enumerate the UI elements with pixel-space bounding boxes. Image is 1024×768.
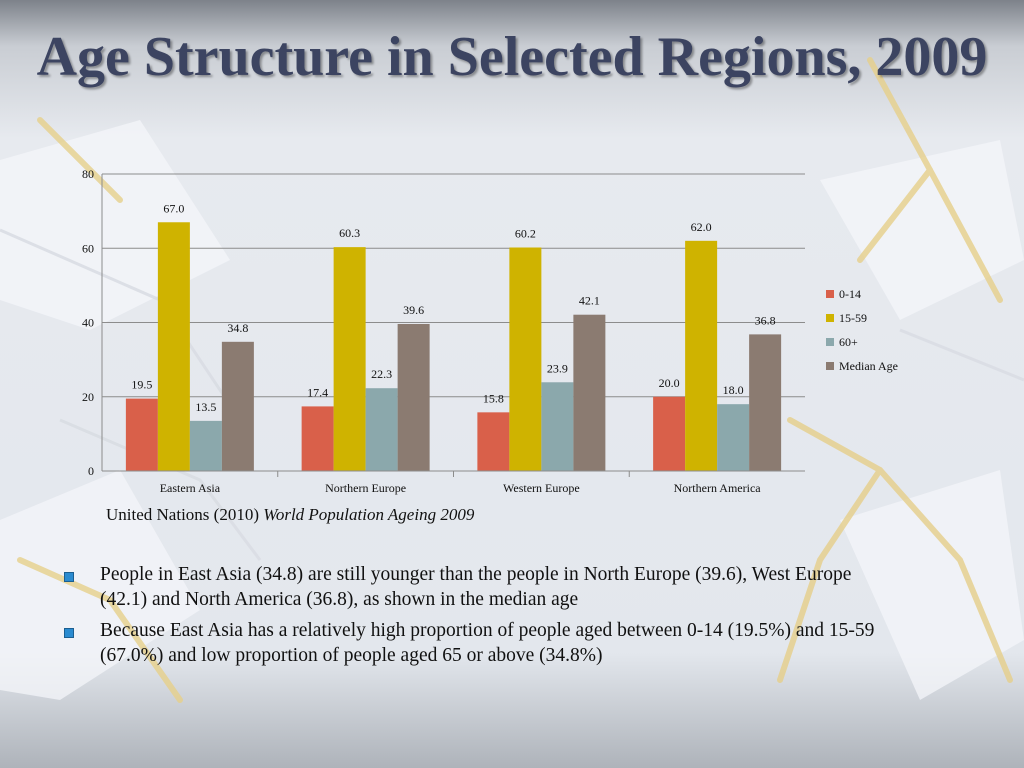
legend-label: 0-14 [839, 287, 861, 301]
y-tick-label: 40 [82, 316, 94, 330]
bar [717, 404, 750, 471]
bar [573, 314, 606, 471]
data-label: 15.8 [483, 391, 504, 405]
bar [685, 240, 718, 471]
legend-label: 60+ [839, 335, 858, 349]
data-label: 13.5 [195, 400, 216, 414]
data-label: 36.8 [755, 313, 776, 327]
bullet-item: Because East Asia has a relatively high … [60, 618, 880, 668]
chart-bars [125, 222, 782, 471]
x-tick-label: Northern America [674, 481, 762, 495]
data-label: 67.0 [163, 201, 184, 215]
square-bullet-icon [64, 628, 74, 638]
y-tick-label: 0 [88, 464, 94, 478]
data-label: 60.2 [515, 227, 536, 241]
x-tick-label: Eastern Asia [160, 481, 221, 495]
data-label: 60.3 [339, 226, 360, 240]
chart-value-labels: 19.5 67.0 13.5 34.8 17.4 60.3 22.3 39.6 15.8 60.2… [131, 201, 775, 414]
chart-legend: 0-14 15-59 60+ Median Age [826, 287, 898, 373]
bar [541, 382, 574, 471]
data-label: 18.0 [723, 383, 744, 397]
legend-swatch [826, 338, 834, 346]
bar [221, 341, 254, 471]
page-title: Age Structure in Selected Regions, 2009 [36, 26, 988, 88]
source-prefix: United Nations (2010) [106, 505, 264, 524]
source-citation: United Nations (2010) World Population A… [106, 505, 474, 525]
data-label: 62.0 [691, 220, 712, 234]
legend-swatch [826, 362, 834, 370]
bar [653, 396, 686, 471]
data-label: 22.3 [371, 367, 392, 381]
data-label: 42.1 [579, 294, 600, 308]
y-tick-label: 80 [82, 167, 94, 181]
bar [157, 222, 190, 471]
legend-label: Median Age [839, 359, 898, 373]
y-tick-label: 20 [82, 390, 94, 404]
legend-swatch [826, 314, 834, 322]
data-label: 39.6 [403, 303, 424, 317]
x-tick-label: Northern Europe [325, 481, 406, 495]
source-title: World Population Ageing 2009 [263, 505, 475, 524]
square-bullet-icon [64, 572, 74, 582]
chart-axes: 0 20 40 60 80 Eastern Asia Northern Europe West… [82, 167, 805, 495]
bullet-item: People in East Asia (34.8) are still you… [60, 562, 880, 612]
legend-label: 15-59 [839, 311, 867, 325]
y-tick-label: 60 [82, 241, 94, 255]
x-tick-label: Western Europe [503, 481, 580, 495]
data-label: 23.9 [547, 361, 568, 375]
bar-chart: 19.5 67.0 13.5 34.8 17.4 60.3 22.3 39.6 15.8 60.2… [82, 167, 898, 495]
data-label: 34.8 [227, 321, 248, 335]
data-label: 17.4 [307, 385, 328, 399]
bar [477, 412, 510, 471]
data-label: 20.0 [659, 376, 680, 390]
bar [125, 398, 158, 471]
bar [189, 420, 222, 471]
legend-swatch [826, 290, 834, 298]
bar [397, 323, 430, 471]
bullet-list: People in East Asia (34.8) are still you… [60, 562, 880, 674]
bar [301, 406, 334, 471]
bar [333, 247, 366, 471]
bar [509, 247, 542, 471]
bullet-text: Because East Asia has a relatively high … [100, 620, 875, 666]
bullet-text: People in East Asia (34.8) are still you… [100, 564, 852, 610]
data-label: 19.5 [131, 378, 152, 392]
bar [749, 334, 782, 471]
bar [365, 388, 398, 471]
